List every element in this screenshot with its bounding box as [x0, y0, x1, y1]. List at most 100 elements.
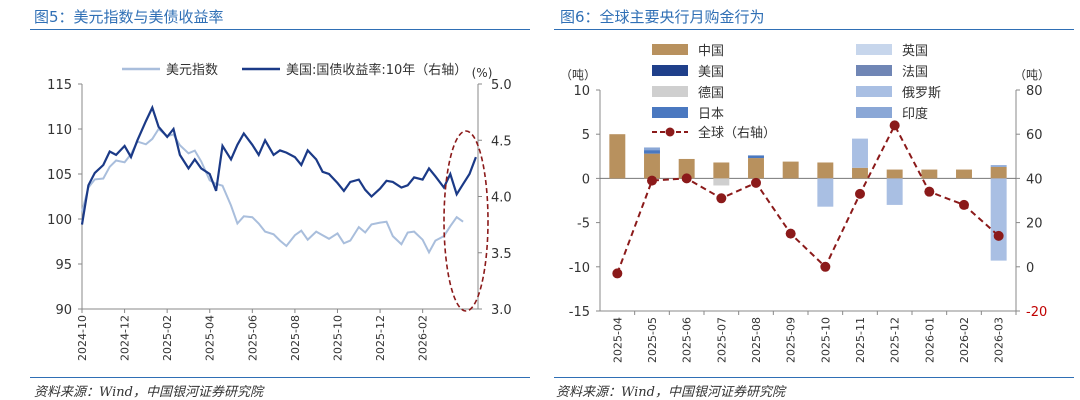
dxy-yield-panel: 图5：美元指数与美债收益率 115 110 105 100 95 90 5.0 4.5 4.0 3…	[30, 8, 530, 400]
x-tick-label: 2025-09	[785, 317, 798, 363]
world-point	[647, 175, 657, 186]
bar-india	[990, 165, 1007, 167]
left-y-tick-label: 100	[47, 213, 72, 228]
x-tick-label: 2025-04	[611, 317, 624, 363]
left-y-tick-label: -15	[569, 305, 590, 320]
x-tick-label: 2025-06	[246, 315, 259, 361]
legend-china-swatch	[652, 44, 688, 55]
x-tick-label: 2026-03	[993, 317, 1006, 363]
bar-china	[782, 161, 799, 179]
world-point	[716, 193, 727, 204]
right-y-unit-label: （吨）	[1014, 68, 1050, 82]
x-tick-label: 2026-02	[417, 315, 430, 361]
right-title-rule	[554, 29, 1074, 30]
bar-china	[713, 162, 730, 179]
x-tick-label: 2025-10	[819, 317, 832, 363]
legend-germany-swatch	[652, 86, 688, 97]
left-y-tick-label: 105	[47, 168, 72, 183]
right-y-tick-label: 0	[1026, 261, 1034, 276]
legend-ust-label: 美国:国债收益率:10年（右轴）	[286, 62, 467, 78]
left-source-rule	[30, 377, 530, 378]
left-y-tick-label: 10	[573, 84, 590, 99]
x-tick-label: 2025-08	[289, 315, 302, 361]
bar-japan	[748, 155, 764, 159]
left-y-unit-label: （吨）	[560, 68, 596, 82]
legend-uk-label: 英国	[902, 44, 928, 59]
legend-russia-swatch	[856, 86, 892, 97]
gold-purchase-panel: 图6：全球主要央行月购金行为 10 5 0 -5 -10 -15 80 60 40 20 0 -20 （…	[548, 0, 1080, 400]
legend-japan-label: 日本	[698, 107, 724, 122]
left-y-tick-label: -5	[577, 217, 590, 232]
legend-russia-label: 俄罗斯	[902, 86, 941, 101]
world-point	[993, 230, 1004, 241]
world-series-line	[616, 123, 1000, 274]
x-tick-label: 2026-02	[958, 317, 971, 363]
left-chart-title: 图5：美元指数与美债收益率	[34, 8, 224, 26]
bar-china	[748, 158, 764, 179]
legend-dxy-label: 美元指数	[166, 63, 218, 78]
ust10y-series-line	[80, 104, 477, 225]
bar-china	[852, 167, 868, 179]
world-point	[889, 120, 900, 131]
left-y-tick-label: 0	[582, 172, 590, 187]
bar-japan	[644, 150, 660, 154]
bar-china	[886, 169, 903, 179]
right-chart-title: 图6：全球主要央行月购金行为	[560, 8, 765, 26]
world-point	[751, 177, 761, 188]
legend-world-label: 全球（右轴）	[698, 125, 776, 141]
bar-russia	[817, 178, 834, 207]
x-tick-label: 2025-11	[854, 317, 867, 363]
legend-france-label: 法国	[902, 65, 928, 80]
left-y-tick-label: 95	[55, 258, 72, 273]
x-tick-label: 2025-12	[374, 315, 387, 361]
left-y-tick-label: 115	[47, 78, 72, 93]
right-source-rule	[554, 377, 1074, 378]
gold-purchase-chart: 10 5 0 -5 -10 -15 80 60 40 20 0 -20 （吨） （吨） 2025-04 202…	[560, 44, 1050, 363]
dxy-series-line	[81, 127, 464, 255]
legend-world-marker	[665, 127, 675, 137]
legend-usa-label: 美国	[698, 65, 724, 80]
right-y-tick-label: 5.0	[491, 78, 512, 93]
bar-china	[609, 134, 626, 179]
bar-china	[921, 169, 938, 179]
x-tick-label: 2026-01	[923, 317, 936, 363]
x-tick-label: 2025-06	[681, 317, 694, 363]
bar-russia	[886, 178, 903, 205]
world-point	[924, 186, 935, 197]
x-tick-label: 2025-05	[646, 317, 659, 363]
left-y-tick-label: 110	[47, 123, 72, 138]
dxy-yield-chart: 115 110 105 100 95 90 5.0 4.5 4.0 3.5 3.0 (%) 2024-1…	[47, 62, 512, 361]
legend-japan-swatch	[652, 107, 688, 118]
left-y-tick-label: -10	[569, 261, 590, 276]
right-y-unit-label: (%)	[472, 66, 493, 80]
world-point	[820, 261, 831, 272]
bar-china	[817, 162, 834, 179]
highlight-ellipse	[443, 130, 489, 312]
legend-usa-swatch	[652, 65, 688, 76]
world-point	[612, 268, 623, 279]
bar-germany	[713, 178, 730, 186]
x-tick-label: 2025-02	[161, 315, 174, 361]
bar-china	[990, 166, 1007, 179]
legend-india-swatch	[856, 107, 892, 118]
x-tick-label: 2025-12	[889, 317, 902, 363]
bar-india	[644, 147, 660, 151]
x-tick-label: 2024-12	[119, 315, 132, 361]
right-y-tick-label: 60	[1026, 128, 1043, 143]
right-y-tick-label: 3.0	[491, 303, 512, 318]
right-source-note: 资料来源：Wind，中国银河证券研究院	[556, 385, 785, 400]
legend-france-swatch	[856, 65, 892, 76]
right-y-tick-label: 80	[1026, 84, 1043, 99]
left-title-rule	[30, 29, 530, 30]
world-point	[855, 188, 865, 199]
right-y-tick-label: 20	[1026, 217, 1043, 232]
x-tick-label: 2024-10	[76, 315, 89, 361]
x-tick-label: 2025-04	[204, 315, 217, 361]
bar-china	[644, 153, 660, 179]
right-y-tick-label: 40	[1026, 172, 1043, 187]
right-y-tick-label: 4.0	[491, 191, 512, 206]
left-y-tick-label: 90	[55, 303, 72, 318]
legend-germany-label: 德国	[698, 86, 724, 101]
legend-india-label: 印度	[902, 106, 928, 122]
legend-china-label: 中国	[698, 44, 724, 59]
